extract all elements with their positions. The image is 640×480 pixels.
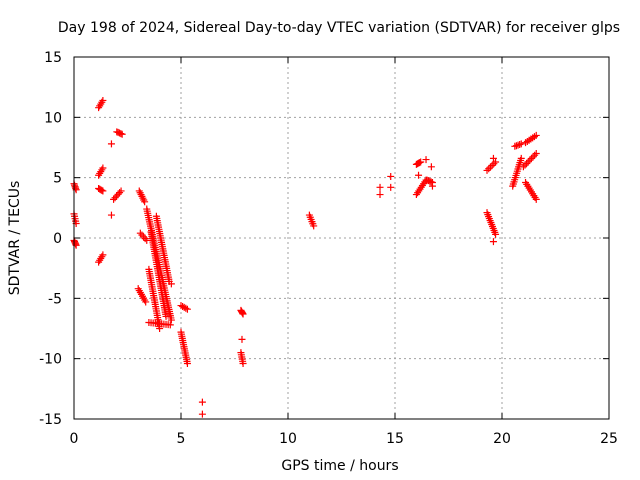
data-point-marker	[162, 312, 170, 320]
data-point-marker	[98, 186, 106, 194]
data-point-marker	[239, 359, 247, 367]
x-tick-label: 0	[70, 431, 79, 447]
x-axis-label: GPS time / hours	[281, 458, 398, 474]
data-point-marker	[486, 163, 494, 171]
data-point-marker	[488, 161, 496, 169]
x-tick-label: 20	[493, 431, 511, 447]
data-point-marker	[512, 142, 520, 150]
data-point-marker	[198, 410, 206, 418]
data-point-marker	[113, 192, 121, 200]
data-point-marker	[532, 150, 540, 158]
data-point-marker	[415, 171, 423, 179]
data-point-marker	[99, 187, 107, 195]
data-point-marker	[183, 305, 191, 313]
y-tick-label: -15	[39, 412, 62, 428]
data-point-marker	[526, 156, 534, 164]
data-point-marker	[532, 195, 540, 203]
data-point-marker	[517, 154, 525, 162]
y-tick-label: 15	[44, 50, 62, 66]
data-point-marker	[483, 166, 491, 174]
y-tick-label: 0	[53, 231, 62, 247]
data-point-marker	[110, 195, 118, 203]
data-point-marker	[99, 164, 107, 172]
data-point-marker	[117, 130, 125, 138]
grid-lines	[74, 57, 609, 419]
y-tick-label: -10	[39, 352, 62, 368]
data-point-marker	[239, 310, 247, 318]
data-point-marker	[310, 222, 318, 230]
y-tick-label: 10	[44, 110, 62, 126]
data-point-marker	[117, 187, 125, 195]
y-axis-label: SDTVAR / TECUs	[7, 181, 23, 296]
data-point-marker	[492, 158, 500, 166]
data-point-marker	[514, 141, 522, 149]
data-point-marker	[529, 153, 537, 161]
data-point-marker	[99, 96, 107, 104]
data-point-marker	[532, 131, 540, 139]
data-point-marker	[238, 335, 246, 343]
data-point-marker	[118, 130, 126, 138]
data-point-marker	[111, 194, 119, 202]
data-point-marker	[519, 163, 527, 171]
axis-ticks: 0 5 10 15 20 25 -15 -10 -5 0 5 10 15	[39, 50, 618, 447]
data-point-marker	[427, 163, 435, 171]
data-point-marker	[524, 158, 532, 166]
data-point-marker	[511, 142, 519, 150]
data-series	[70, 96, 540, 418]
data-point-marker	[107, 211, 115, 219]
data-point-marker	[141, 198, 149, 206]
data-point-marker	[167, 280, 175, 288]
data-point-marker	[489, 154, 497, 162]
chart-title: Day 198 of 2024, Sidereal Day-to-day VTE…	[58, 20, 620, 36]
data-point-marker	[387, 183, 395, 191]
x-tick-label: 15	[386, 431, 404, 447]
data-point-marker	[114, 190, 122, 198]
data-point-marker	[521, 161, 529, 169]
y-tick-label: 5	[53, 171, 62, 187]
data-point-marker	[166, 321, 174, 329]
data-point-marker	[142, 298, 150, 306]
data-point-marker	[167, 316, 175, 324]
data-point-marker	[492, 230, 500, 238]
data-point-marker	[523, 159, 531, 167]
data-point-marker	[183, 359, 191, 367]
y-tick-label: -5	[48, 291, 62, 307]
data-point-marker	[116, 189, 124, 197]
data-point-marker	[198, 398, 206, 406]
data-point-marker	[376, 183, 384, 191]
data-point-marker	[489, 238, 497, 246]
data-point-marker	[387, 172, 395, 180]
data-point-marker	[531, 151, 539, 159]
x-tick-label: 25	[600, 431, 618, 447]
data-point-marker	[485, 165, 493, 173]
data-point-marker	[427, 178, 435, 186]
x-tick-label: 5	[177, 431, 186, 447]
data-point-marker	[376, 191, 384, 199]
x-tick-label: 10	[279, 431, 297, 447]
data-point-marker	[417, 158, 425, 166]
data-point-marker	[527, 155, 535, 163]
data-point-marker	[516, 140, 524, 148]
data-point-marker	[517, 140, 525, 148]
data-point-marker	[107, 140, 115, 148]
data-point-marker	[428, 182, 436, 190]
data-point-marker	[422, 156, 430, 164]
data-point-marker	[182, 304, 190, 312]
data-point-marker	[416, 159, 424, 167]
data-point-marker	[99, 251, 107, 259]
